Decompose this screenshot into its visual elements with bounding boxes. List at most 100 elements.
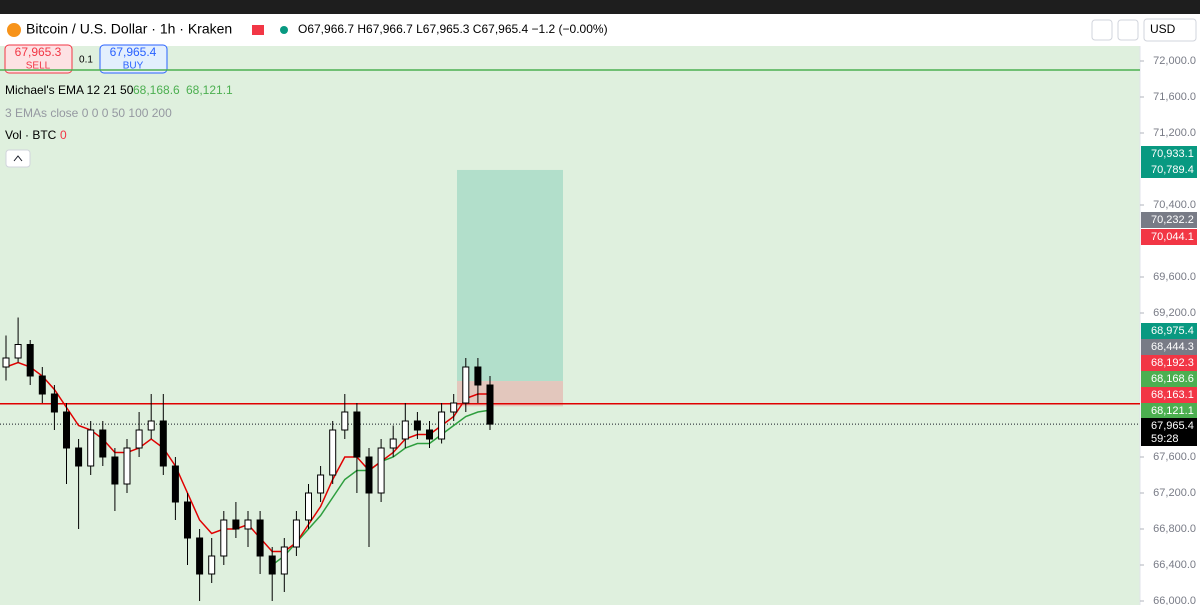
down-button[interactable] — [1091, 19, 1113, 41]
price-tag — [1141, 403, 1197, 419]
price-scale: 72,000.0 71,600.0 71,200.0 70,400.0 69,600.0… — [1140, 55, 1197, 607]
indicator-value: 68,168.6 — [133, 83, 180, 97]
candle-body — [26, 344, 34, 377]
buy-button[interactable] — [99, 44, 168, 74]
price-tag — [1141, 387, 1197, 403]
candle-body — [305, 492, 312, 521]
candle-body — [208, 555, 216, 575]
indicator-name[interactable]: Michael's EMA 12 21 50 — [5, 83, 134, 97]
y-tick-label: 66,400.0 — [1153, 559, 1196, 571]
candle-body — [365, 456, 373, 494]
indicator-value: 68,121.1 — [186, 83, 233, 97]
candle-body — [413, 420, 421, 431]
y-tick-label: 66,000.0 — [1153, 595, 1196, 605]
price-tag-label: 70,789.4 — [1151, 164, 1194, 176]
plot-area — [0, 46, 1140, 605]
candle-body — [280, 546, 288, 575]
price-tag — [1141, 212, 1197, 228]
price-tag — [1141, 418, 1197, 434]
price-tag-label: 70,933.1 — [1151, 148, 1194, 160]
toolbar — [0, 14, 1200, 46]
symbol[interactable]: Bitcoin / U.S. Dollar · 1h · Kraken — [26, 21, 232, 37]
currency[interactable]: USD — [1150, 22, 1176, 36]
buy-price[interactable]: 67,965.4 — [110, 45, 157, 59]
candle-body — [63, 411, 70, 449]
candle-body — [268, 555, 276, 575]
candle-body — [329, 429, 337, 476]
price-tag — [1141, 146, 1197, 162]
candle-body — [75, 447, 83, 467]
y-tick-label: 72,000.0 — [1153, 55, 1196, 67]
ohlc: O67,966.7 H67,966.7 L67,965.3 C67,965.4 … — [298, 22, 608, 36]
candle-body — [87, 429, 95, 467]
sell-price[interactable]: 67,965.3 — [15, 45, 62, 59]
candle-body — [38, 375, 46, 395]
candle-body — [474, 366, 482, 386]
target-zone — [457, 169, 563, 382]
price-tag-label: 70,044.1 — [1151, 231, 1194, 243]
sell-label[interactable]: SELL — [26, 61, 51, 72]
candle-body — [389, 438, 397, 449]
buy-label[interactable]: BUY — [123, 61, 144, 72]
candle-body — [341, 411, 349, 431]
collapse-icon — [13, 155, 23, 162]
price-tag-label: 67,965.4 — [1151, 420, 1194, 432]
price-tag — [1141, 355, 1197, 371]
candle-body — [256, 519, 264, 557]
indicator-name[interactable]: Vol · BTC — [5, 128, 57, 142]
candle-body — [450, 402, 458, 413]
currency-button[interactable] — [1143, 18, 1197, 42]
countdown-tag — [1141, 432, 1197, 446]
candle-body — [353, 411, 361, 458]
price-tag — [1141, 323, 1197, 339]
candle-body — [111, 456, 119, 485]
candle-body — [159, 420, 167, 467]
candle-body — [147, 420, 155, 431]
candle-body — [462, 366, 470, 404]
y-tick-label: 69,200.0 — [1153, 307, 1196, 319]
flag-icon[interactable] — [252, 25, 264, 35]
y-tick-label: 71,600.0 — [1153, 91, 1196, 103]
candle-body — [244, 519, 252, 530]
btc-icon — [7, 23, 21, 37]
stop-zone — [457, 381, 563, 407]
price-tag-label: 68,121.1 — [1151, 405, 1194, 417]
candle-body — [99, 429, 107, 458]
browser-bar — [0, 0, 1200, 14]
price-tag-label: 68,168.6 — [1151, 373, 1194, 385]
candle-body — [232, 519, 240, 530]
candle-body — [426, 429, 433, 440]
candle-body — [486, 384, 494, 425]
candle-body — [123, 447, 131, 485]
sell-button[interactable] — [4, 44, 73, 74]
candle-body — [401, 420, 409, 440]
candle-body — [220, 519, 228, 557]
quantity[interactable]: 0.1 — [79, 55, 93, 66]
y-tick-label: 67,600.0 — [1153, 451, 1196, 463]
candle-body — [196, 537, 204, 575]
candle-body — [292, 519, 300, 548]
candle-body — [14, 344, 22, 359]
collapse-button[interactable] — [5, 149, 31, 168]
candle-body — [184, 501, 191, 539]
candle-body — [317, 474, 325, 494]
chart — [0, 69, 1140, 601]
y-tick-label: 69,600.0 — [1153, 271, 1196, 283]
candle-body — [50, 393, 58, 413]
price-tag — [1141, 229, 1197, 245]
price-tag — [1141, 162, 1197, 178]
price-tag — [1141, 371, 1197, 387]
price-tag-label: 68,163.1 — [1151, 389, 1194, 401]
candle-body — [438, 411, 446, 440]
sync-button[interactable] — [1117, 19, 1139, 41]
countdown: 59:28 — [1151, 433, 1179, 445]
y-tick-label: 70,400.0 — [1153, 199, 1196, 211]
indicator-name[interactable]: 3 EMAs close 0 0 0 50 100 200 — [5, 106, 172, 120]
y-tick-label: 67,200.0 — [1153, 487, 1196, 499]
y-tick-label: 66,800.0 — [1153, 523, 1196, 535]
price-tag — [1141, 339, 1197, 355]
price-tag-label: 68,975.4 — [1151, 325, 1194, 337]
status-dot — [280, 26, 288, 34]
